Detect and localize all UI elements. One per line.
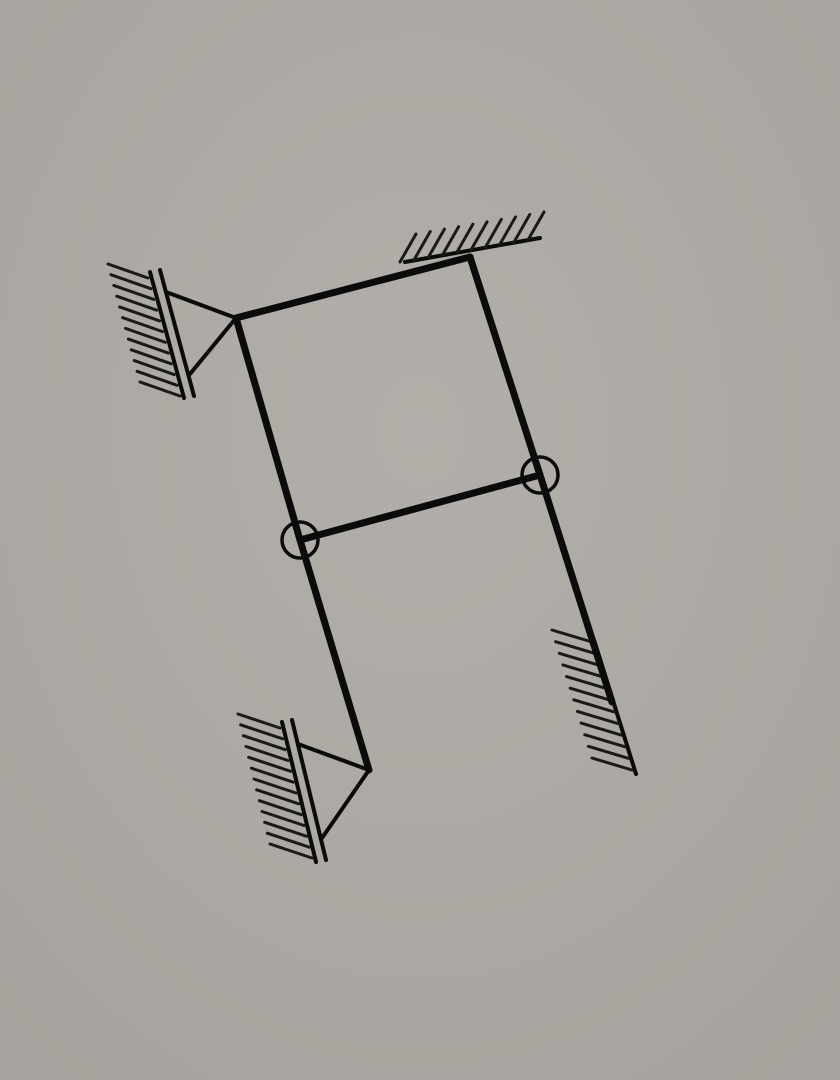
hatch-mark <box>583 733 627 749</box>
hatch-mark <box>526 210 546 242</box>
hatch-mark <box>252 777 298 795</box>
hatch-mark <box>572 698 616 714</box>
hatch-mark <box>109 273 153 291</box>
hatch-mark <box>260 810 306 827</box>
hatch-mark <box>483 217 503 249</box>
hatch-mark <box>550 628 594 644</box>
hatch-mark <box>498 215 518 247</box>
hatch-mark <box>132 359 176 377</box>
hatch-mark <box>586 744 630 760</box>
hatch-mark <box>135 369 179 387</box>
hatch-mark <box>118 305 162 323</box>
hatch-mark <box>123 326 167 344</box>
hatch-mark <box>255 788 301 806</box>
hatch-mark <box>575 709 619 725</box>
hatch-mark <box>247 755 293 773</box>
middle-beam <box>296 471 544 544</box>
hatch-mark <box>512 212 532 244</box>
hatch-mark <box>138 380 182 398</box>
hatch-mark <box>249 766 295 784</box>
right-column-upper <box>466 253 544 479</box>
hatch-mark <box>568 686 612 702</box>
left-column-lower <box>296 536 373 774</box>
hatch-mark <box>126 337 170 355</box>
hatch-mark <box>590 756 634 772</box>
hatch-mark <box>263 820 309 838</box>
hatch-mark <box>268 842 314 860</box>
hatch-mark <box>455 222 475 254</box>
hatch-mark <box>241 734 287 752</box>
hatch-mark <box>121 316 165 334</box>
fixed-support-top <box>398 210 546 264</box>
hatch-mark <box>426 227 446 259</box>
hinge-left <box>280 520 320 560</box>
hatch-mark <box>265 831 311 849</box>
right-column-lower <box>536 471 616 706</box>
left-column-upper <box>232 314 304 544</box>
hatch-mark <box>236 712 282 730</box>
hatch-mark <box>557 651 601 667</box>
pin-support-lower-left <box>236 712 371 864</box>
hatch-mark <box>441 225 461 257</box>
hatch-mark <box>244 745 290 762</box>
hinge-right <box>520 455 560 495</box>
hatch-mark <box>565 675 609 691</box>
top-beam <box>232 253 474 322</box>
hatch-mark <box>239 723 285 741</box>
fixed-support-lower-right <box>550 628 638 776</box>
hatch-mark <box>579 721 623 737</box>
hatch-mark <box>554 640 598 656</box>
hatch-mark <box>112 283 156 301</box>
hatch-mark <box>115 294 159 312</box>
hatch-mark <box>129 348 173 366</box>
hatch-mark <box>257 799 303 817</box>
pin-support-upper-left <box>106 262 238 400</box>
hatch-mark <box>106 262 150 280</box>
hatch-mark <box>469 220 489 252</box>
hatch-mark <box>412 230 432 262</box>
hatch-mark <box>561 663 605 679</box>
hatch-mark <box>398 232 418 264</box>
